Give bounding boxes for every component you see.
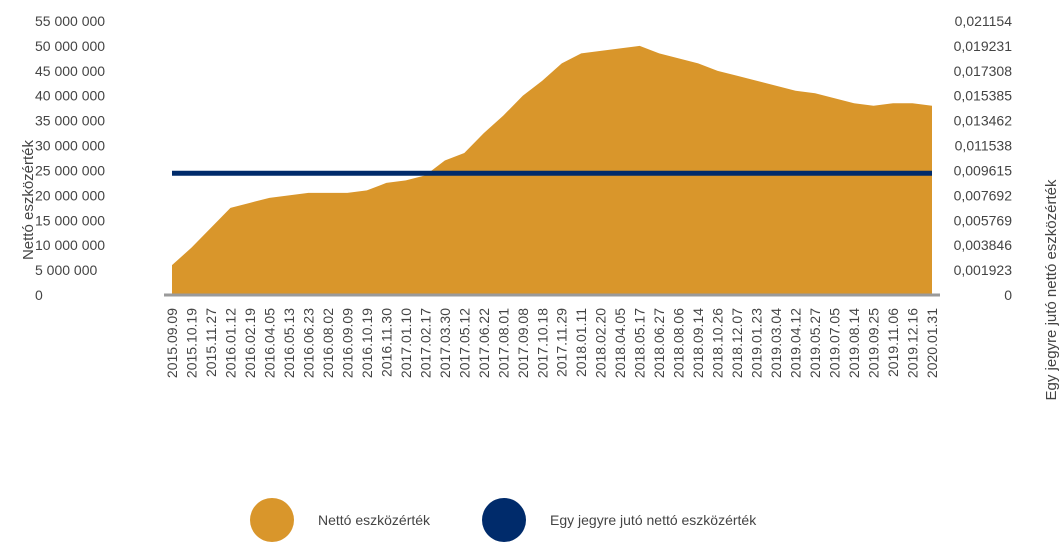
x-tick-label: 2018.06.27 <box>651 308 667 378</box>
legend-item-nav-per-unit: Egy jegyre jutó nettó eszközérték <box>482 498 756 542</box>
x-tick-label: 2018.12.07 <box>729 308 745 378</box>
right-axis-title: Egy jegyre jutó nettó eszközérték <box>1043 179 1060 400</box>
left-tick-label: 50 000 000 <box>35 38 105 54</box>
x-tick-label: 2018.02.20 <box>593 308 609 378</box>
x-tick-label: 2019.03.04 <box>768 308 784 378</box>
right-tick-label: 0,019231 <box>954 38 1013 54</box>
x-tick-label: 2017.10.18 <box>534 308 550 378</box>
x-tick-label: 2017.11.29 <box>554 308 570 377</box>
right-tick-label: 0,007692 <box>954 187 1013 203</box>
left-tick-label: 25 000 000 <box>35 162 105 178</box>
x-tick-label: 2016.06.23 <box>300 308 316 378</box>
x-tick-label: 2015.11.27 <box>203 308 219 377</box>
x-tick-label: 2019.01.23 <box>749 308 765 378</box>
x-tick-label: 2016.04.05 <box>261 308 277 378</box>
x-tick-label: 2017.03.30 <box>437 308 453 378</box>
left-tick-label: 20 000 000 <box>35 187 105 203</box>
x-tick-label: 2017.08.01 <box>495 308 511 378</box>
right-tick-label: 0,013462 <box>954 113 1013 129</box>
x-tick-label: 2018.09.14 <box>690 308 706 378</box>
x-tick-label: 2015.09.09 <box>164 308 180 378</box>
legend-swatch-nav-per-unit <box>482 498 526 542</box>
x-tick-label: 2019.12.16 <box>905 308 921 378</box>
x-tick-label: 2017.02.17 <box>417 308 433 378</box>
x-tick-label: 2015.10.19 <box>183 308 199 378</box>
right-tick-label: 0,005769 <box>954 212 1013 228</box>
x-tick-label: 2018.10.26 <box>710 308 726 378</box>
x-tick-label: 2019.08.14 <box>846 308 862 378</box>
x-tick-label: 2017.05.12 <box>456 308 472 378</box>
legend-swatch-net-asset-value <box>250 498 294 542</box>
x-tick-label: 2017.01.10 <box>398 308 414 378</box>
area-series-net-asset-value <box>172 45 932 296</box>
left-tick-label: 0 <box>35 287 43 303</box>
x-tick-label: 2019.07.05 <box>827 308 843 378</box>
right-tick-label: 0,021154 <box>955 13 1013 29</box>
right-tick-label: 0 <box>1004 287 1012 303</box>
right-tick-label: 0,017308 <box>954 63 1013 79</box>
legend-item-net-asset-value: Nettó eszközérték <box>250 498 430 542</box>
x-tick-label: 2018.08.06 <box>671 308 687 378</box>
x-tick-label: 2016.09.09 <box>339 308 355 378</box>
x-tick-label: 2018.01.11 <box>573 308 589 377</box>
x-tick-label: 2018.05.17 <box>632 308 648 378</box>
legend-label-nav-per-unit: Egy jegyre jutó nettó eszközérték <box>550 512 757 528</box>
right-tick-label: 0,011538 <box>955 138 1013 154</box>
right-tick-label: 0,003846 <box>954 237 1013 253</box>
x-tick-label: 2016.10.19 <box>359 308 375 378</box>
left-tick-label: 30 000 000 <box>35 138 105 154</box>
x-tick-label: 2019.09.25 <box>866 308 882 378</box>
x-tick-label: 2020.01.31 <box>924 308 940 378</box>
right-tick-label: 0,009615 <box>954 162 1013 178</box>
left-tick-label: 5 000 000 <box>35 262 97 278</box>
x-tick-label: 2019.05.27 <box>807 308 823 378</box>
legend-label-net-asset-value: Nettó eszközérték <box>318 512 431 528</box>
right-tick-label: 0,015385 <box>954 88 1013 104</box>
x-tick-label: 2016.08.02 <box>320 308 336 378</box>
x-tick-label: 2016.01.12 <box>222 308 238 378</box>
x-tick-label: 2019.04.12 <box>788 308 804 378</box>
x-tick-label: 2016.05.13 <box>281 308 297 378</box>
x-tick-label: 2016.02.19 <box>242 308 258 378</box>
x-tick-label: 2017.09.08 <box>515 308 531 378</box>
x-tick-label: 2018.04.05 <box>612 308 628 378</box>
left-tick-label: 55 000 000 <box>35 13 105 29</box>
left-tick-label: 10 000 000 <box>35 237 105 253</box>
left-tick-label: 15 000 000 <box>35 212 105 228</box>
legend: Nettó eszközérték Egy jegyre jutó nettó … <box>0 498 1064 546</box>
x-tick-label: 2016.11.30 <box>378 308 394 377</box>
x-tick-label: 2019.11.06 <box>885 308 901 377</box>
left-tick-label: 40 000 000 <box>35 88 105 104</box>
left-axis-title: Nettó eszközérték <box>20 139 37 260</box>
left-tick-label: 45 000 000 <box>35 63 105 79</box>
right-tick-label: 0,001923 <box>954 262 1013 278</box>
left-tick-label: 35 000 000 <box>35 113 105 129</box>
x-tick-label: 2017.06.22 <box>476 308 492 378</box>
